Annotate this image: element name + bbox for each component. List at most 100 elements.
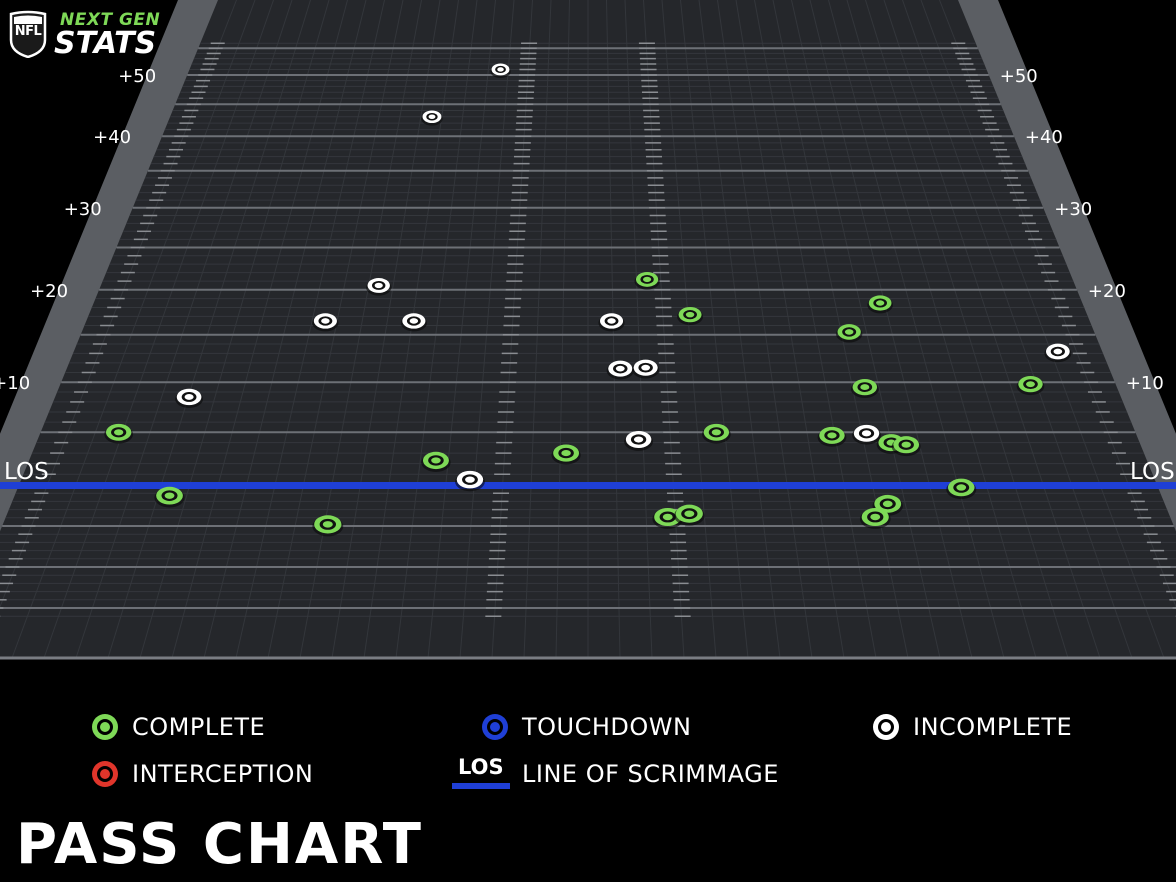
incomplete-pass-point <box>366 278 392 296</box>
point-center <box>860 384 870 391</box>
los-label-left: LOS <box>4 459 49 485</box>
pass-points <box>104 63 1072 537</box>
complete-pass-point <box>154 486 185 508</box>
point-center <box>615 365 625 372</box>
brand-next-gen: NEXT GEN <box>60 10 161 30</box>
yard-tick-labels: +10 +10 +20 +20 +30 +30 +40 +40 +50 +50 <box>0 66 1164 394</box>
yard-label-right: +30 <box>1054 199 1092 220</box>
point-center <box>322 521 333 528</box>
incomplete-pass-point <box>400 313 427 332</box>
pass-chart-field: LOS LOS +10 +10 +20 +20 +30 +30 +40 +40 +50 +50 <box>0 0 1176 660</box>
yard-label-right: +20 <box>1088 281 1126 302</box>
grid-line-vertical <box>171 0 348 659</box>
incomplete-pass-point <box>455 470 485 492</box>
incomplete-pass-point <box>421 110 443 126</box>
grid-line-vertical <box>0 0 237 609</box>
point-center <box>561 449 571 457</box>
grid-line-vertical <box>299 0 422 659</box>
grid-line-vertical <box>523 0 552 659</box>
point-center <box>164 492 175 499</box>
complete-pass-point <box>850 378 879 399</box>
grid-line-vertical <box>624 0 653 659</box>
incomplete-pass-point <box>606 360 634 380</box>
incomplete-pass-point <box>1044 343 1072 363</box>
point-center <box>641 364 651 371</box>
point-center <box>711 429 722 436</box>
grid-line-vertical <box>75 0 293 659</box>
grid-line-vertical <box>809 0 973 659</box>
brand-stats: STATS <box>54 26 157 61</box>
grid-line-vertical <box>680 0 749 659</box>
complete-pass-point <box>867 295 894 314</box>
point-center <box>321 318 330 324</box>
grid-line-vertical <box>267 0 404 659</box>
point-center <box>662 513 673 521</box>
yard-label-left: +20 <box>30 281 68 302</box>
incomplete-pass-point <box>490 63 511 79</box>
complete-pass-point <box>835 324 863 343</box>
grid-line-vertical <box>883 0 1101 659</box>
complete-pass-point <box>677 306 704 326</box>
point-center <box>497 67 504 72</box>
complete-pass-point <box>1016 376 1045 396</box>
grid-line-vertical <box>698 0 781 659</box>
ngs-logo: NFL NEXT GEN STATS <box>8 8 178 61</box>
complete-pass-point <box>312 515 344 537</box>
point-center <box>684 510 695 517</box>
grid-line-vertical <box>203 0 367 659</box>
chart-title: PASS CHART <box>16 812 423 877</box>
nfl-shield-icon <box>9 10 47 58</box>
los-icon-label: LOS <box>458 755 504 779</box>
point-center <box>431 457 441 464</box>
los-label-right: LOS <box>1130 459 1175 485</box>
grid-line-vertical <box>902 0 1133 659</box>
grid-line-vertical <box>717 0 813 659</box>
yard-label-left: +30 <box>64 199 102 220</box>
point-center <box>465 476 475 483</box>
nfl-shield-label: NFL <box>14 24 42 39</box>
complete-pass-point <box>652 507 684 529</box>
incomplete-pass-point <box>312 313 339 332</box>
incomplete-marker-icon <box>873 714 899 740</box>
point-center <box>374 282 383 289</box>
incomplete-pass-point <box>598 313 625 332</box>
point-center <box>1053 348 1063 355</box>
grid-line-vertical <box>865 0 1069 659</box>
point-center <box>607 318 616 324</box>
legend-los: LOS LINE OF SCRIMMAGE <box>452 755 779 789</box>
los-icon-bar <box>452 783 510 789</box>
incomplete-pass-point <box>632 359 660 379</box>
complete-pass-point <box>421 451 451 472</box>
point-center <box>861 430 872 437</box>
grid-line-vertical <box>459 0 515 659</box>
grid-line-vertical <box>846 0 1037 659</box>
grid-line-vertical <box>235 0 385 659</box>
grid-line-vertical <box>643 0 685 659</box>
complete-pass-point <box>946 478 977 500</box>
incomplete-pass-point <box>852 424 881 445</box>
los-icon: LOS <box>452 755 510 789</box>
complete-pass-point <box>891 436 921 457</box>
point-center <box>901 441 911 448</box>
legend-complete: COMPLETE <box>90 712 265 742</box>
point-center <box>870 513 881 521</box>
legend-interception: INTERCEPTION <box>90 759 313 789</box>
grid-line-vertical <box>491 0 533 659</box>
complete-pass-point <box>634 272 660 290</box>
interception-marker-icon <box>92 761 118 787</box>
grid-line-vertical <box>331 0 441 659</box>
complete-marker-icon <box>92 714 118 740</box>
grid-line-vertical <box>791 0 941 659</box>
complete-pass-point <box>674 504 705 526</box>
grid-line-vertical <box>828 0 1005 659</box>
complete-pass-point <box>859 507 891 529</box>
line-of-scrimmage <box>0 482 1176 489</box>
legend-incomplete-label: INCOMPLETE <box>913 713 1073 741</box>
point-center <box>827 432 837 439</box>
grid-line-vertical <box>11 0 256 659</box>
point-center <box>875 300 885 306</box>
grid-line-vertical <box>920 0 1165 659</box>
yard-label-left: +50 <box>118 66 156 87</box>
point-center <box>114 429 124 436</box>
legend-touchdown-label: TOUCHDOWN <box>522 713 692 741</box>
